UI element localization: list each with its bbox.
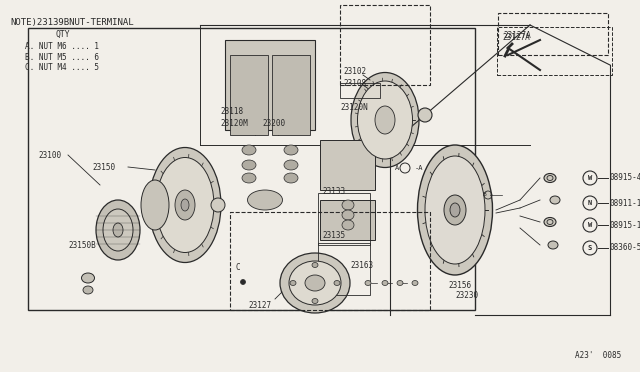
Ellipse shape xyxy=(544,218,556,227)
Bar xyxy=(320,200,375,240)
Ellipse shape xyxy=(284,173,298,183)
Text: 23102: 23102 xyxy=(343,67,366,77)
Ellipse shape xyxy=(305,275,325,291)
Text: A. NUT M6 .... 1: A. NUT M6 .... 1 xyxy=(25,42,99,51)
Text: C: C xyxy=(235,263,239,273)
Text: B: B xyxy=(482,192,486,198)
Text: 08360-51062: 08360-51062 xyxy=(610,244,640,253)
Ellipse shape xyxy=(113,223,123,237)
Ellipse shape xyxy=(312,263,318,267)
Ellipse shape xyxy=(342,210,354,220)
Ellipse shape xyxy=(365,280,371,285)
Ellipse shape xyxy=(425,156,485,264)
Ellipse shape xyxy=(181,199,189,211)
Text: 23127A: 23127A xyxy=(502,33,530,42)
Text: 08911-10610: 08911-10610 xyxy=(610,199,640,208)
Ellipse shape xyxy=(444,195,466,225)
Text: W: W xyxy=(588,222,592,228)
Ellipse shape xyxy=(382,280,388,285)
Ellipse shape xyxy=(334,280,340,285)
Ellipse shape xyxy=(96,200,140,260)
Bar xyxy=(272,55,310,135)
Ellipse shape xyxy=(351,73,419,167)
Text: NOTE)23139BNUT-TERMINAL: NOTE)23139BNUT-TERMINAL xyxy=(10,18,134,27)
Ellipse shape xyxy=(450,203,460,217)
Text: -A: -A xyxy=(415,165,424,171)
Text: 23108: 23108 xyxy=(343,78,366,87)
Ellipse shape xyxy=(289,261,341,305)
Text: 23100: 23100 xyxy=(38,151,61,160)
Text: 23163: 23163 xyxy=(350,260,373,269)
Text: A: A xyxy=(395,165,399,171)
Ellipse shape xyxy=(248,190,282,210)
Text: 23150: 23150 xyxy=(92,163,115,171)
Text: 23133: 23133 xyxy=(322,187,345,196)
Bar xyxy=(320,140,375,190)
Text: W: W xyxy=(588,175,592,181)
Ellipse shape xyxy=(544,173,556,183)
Ellipse shape xyxy=(548,241,558,249)
Ellipse shape xyxy=(175,190,195,220)
Ellipse shape xyxy=(342,220,354,230)
Text: 23200: 23200 xyxy=(262,119,285,128)
Ellipse shape xyxy=(242,160,256,170)
Text: 23230: 23230 xyxy=(455,291,478,299)
Text: 23150B: 23150B xyxy=(68,241,96,250)
Text: N: N xyxy=(588,200,592,206)
Bar xyxy=(340,83,380,98)
Ellipse shape xyxy=(312,298,318,304)
Text: 23127: 23127 xyxy=(248,301,271,310)
Bar xyxy=(225,40,315,130)
Text: 23156: 23156 xyxy=(448,280,471,289)
Ellipse shape xyxy=(550,196,560,204)
Ellipse shape xyxy=(103,209,133,251)
Bar xyxy=(230,55,268,135)
Text: A23'  0085: A23' 0085 xyxy=(575,350,621,359)
Text: B. NUT M5 .... 6: B. NUT M5 .... 6 xyxy=(25,53,99,62)
Ellipse shape xyxy=(358,81,413,159)
Ellipse shape xyxy=(242,145,256,155)
Ellipse shape xyxy=(156,157,214,253)
Ellipse shape xyxy=(284,160,298,170)
Text: 08915-43610: 08915-43610 xyxy=(610,173,640,183)
Ellipse shape xyxy=(141,180,169,230)
Ellipse shape xyxy=(417,145,493,275)
Ellipse shape xyxy=(241,279,246,285)
Ellipse shape xyxy=(211,198,225,212)
Text: QTY: QTY xyxy=(55,30,70,39)
Ellipse shape xyxy=(280,253,350,313)
Ellipse shape xyxy=(412,280,418,285)
Text: S: S xyxy=(588,245,592,251)
Ellipse shape xyxy=(342,200,354,210)
Ellipse shape xyxy=(290,280,296,285)
Text: 23118: 23118 xyxy=(220,108,243,116)
Ellipse shape xyxy=(149,148,221,263)
Text: 23120M: 23120M xyxy=(220,119,248,128)
Ellipse shape xyxy=(83,286,93,294)
Ellipse shape xyxy=(375,106,395,134)
Ellipse shape xyxy=(397,280,403,285)
Ellipse shape xyxy=(242,173,256,183)
Text: 23127A: 23127A xyxy=(503,31,531,39)
Text: 08915-13610: 08915-13610 xyxy=(610,221,640,230)
Ellipse shape xyxy=(418,108,432,122)
Text: C. NUT M4 .... 5: C. NUT M4 .... 5 xyxy=(25,63,99,72)
Text: 23120N: 23120N xyxy=(340,103,368,112)
Text: 23135: 23135 xyxy=(322,231,345,240)
Ellipse shape xyxy=(81,273,95,283)
Ellipse shape xyxy=(284,145,298,155)
